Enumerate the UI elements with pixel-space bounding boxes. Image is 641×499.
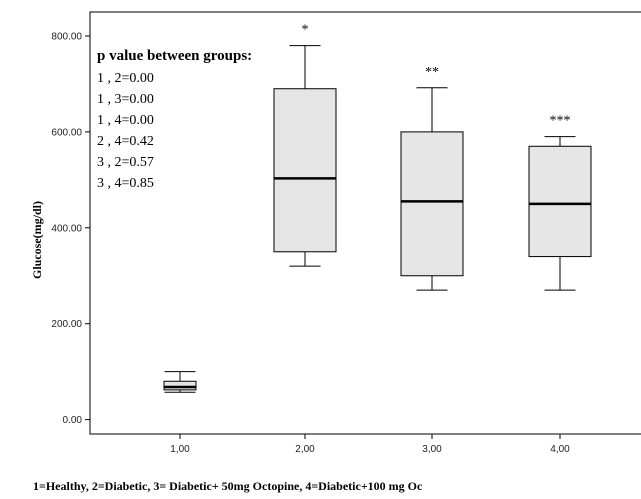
annotation-title: p value between groups:	[97, 48, 252, 64]
box-group: ***	[528, 114, 592, 291]
annotation-line: 3 , 2=0.57	[97, 155, 154, 170]
y-tick-label: 0.00	[63, 415, 83, 426]
x-tick-label: 1,00	[170, 444, 190, 455]
x-tick-label: 4,00	[550, 444, 570, 455]
annotation-line: 1 , 4=0.00	[97, 113, 154, 128]
y-tick-label: 800.00	[51, 31, 82, 42]
box-group: **	[400, 65, 464, 291]
iqr-box	[400, 131, 464, 277]
significance-marker: ***	[550, 114, 571, 129]
significance-marker: *	[302, 23, 309, 38]
annotation-line: 2 , 4=0.42	[97, 134, 154, 149]
x-axis: 1,00 2,00 3,00 4,00	[170, 434, 570, 455]
significance-marker: **	[425, 65, 439, 80]
box-group	[163, 371, 197, 393]
boxes: ******	[163, 23, 592, 393]
iqr-box	[273, 88, 337, 253]
x-tick-label: 3,00	[422, 444, 442, 455]
y-tick-label: 600.00	[51, 127, 82, 138]
x-tick-label: 2,00	[295, 444, 315, 455]
y-axis-title: Glucose(mg/dl)	[30, 201, 44, 279]
y-axis: 0.00 200.00 400.00 600.00 800.00	[51, 31, 90, 426]
iqr-box	[528, 145, 592, 258]
box-group: *	[273, 23, 337, 267]
annotation-line: 1 , 2=0.00	[97, 71, 154, 86]
p-value-annotation: p value between groups: 1 , 2=0.00 1 , 3…	[97, 48, 252, 191]
annotation-line: 1 , 3=0.00	[97, 92, 154, 107]
y-tick-label: 400.00	[51, 223, 82, 234]
annotation-line: 3 , 4=0.85	[97, 176, 154, 191]
y-tick-label: 200.00	[51, 319, 82, 330]
iqr-box	[163, 380, 197, 391]
x-axis-caption: 1=Healthy, 2=Diabetic, 3= Diabetic+ 50mg…	[33, 479, 423, 493]
